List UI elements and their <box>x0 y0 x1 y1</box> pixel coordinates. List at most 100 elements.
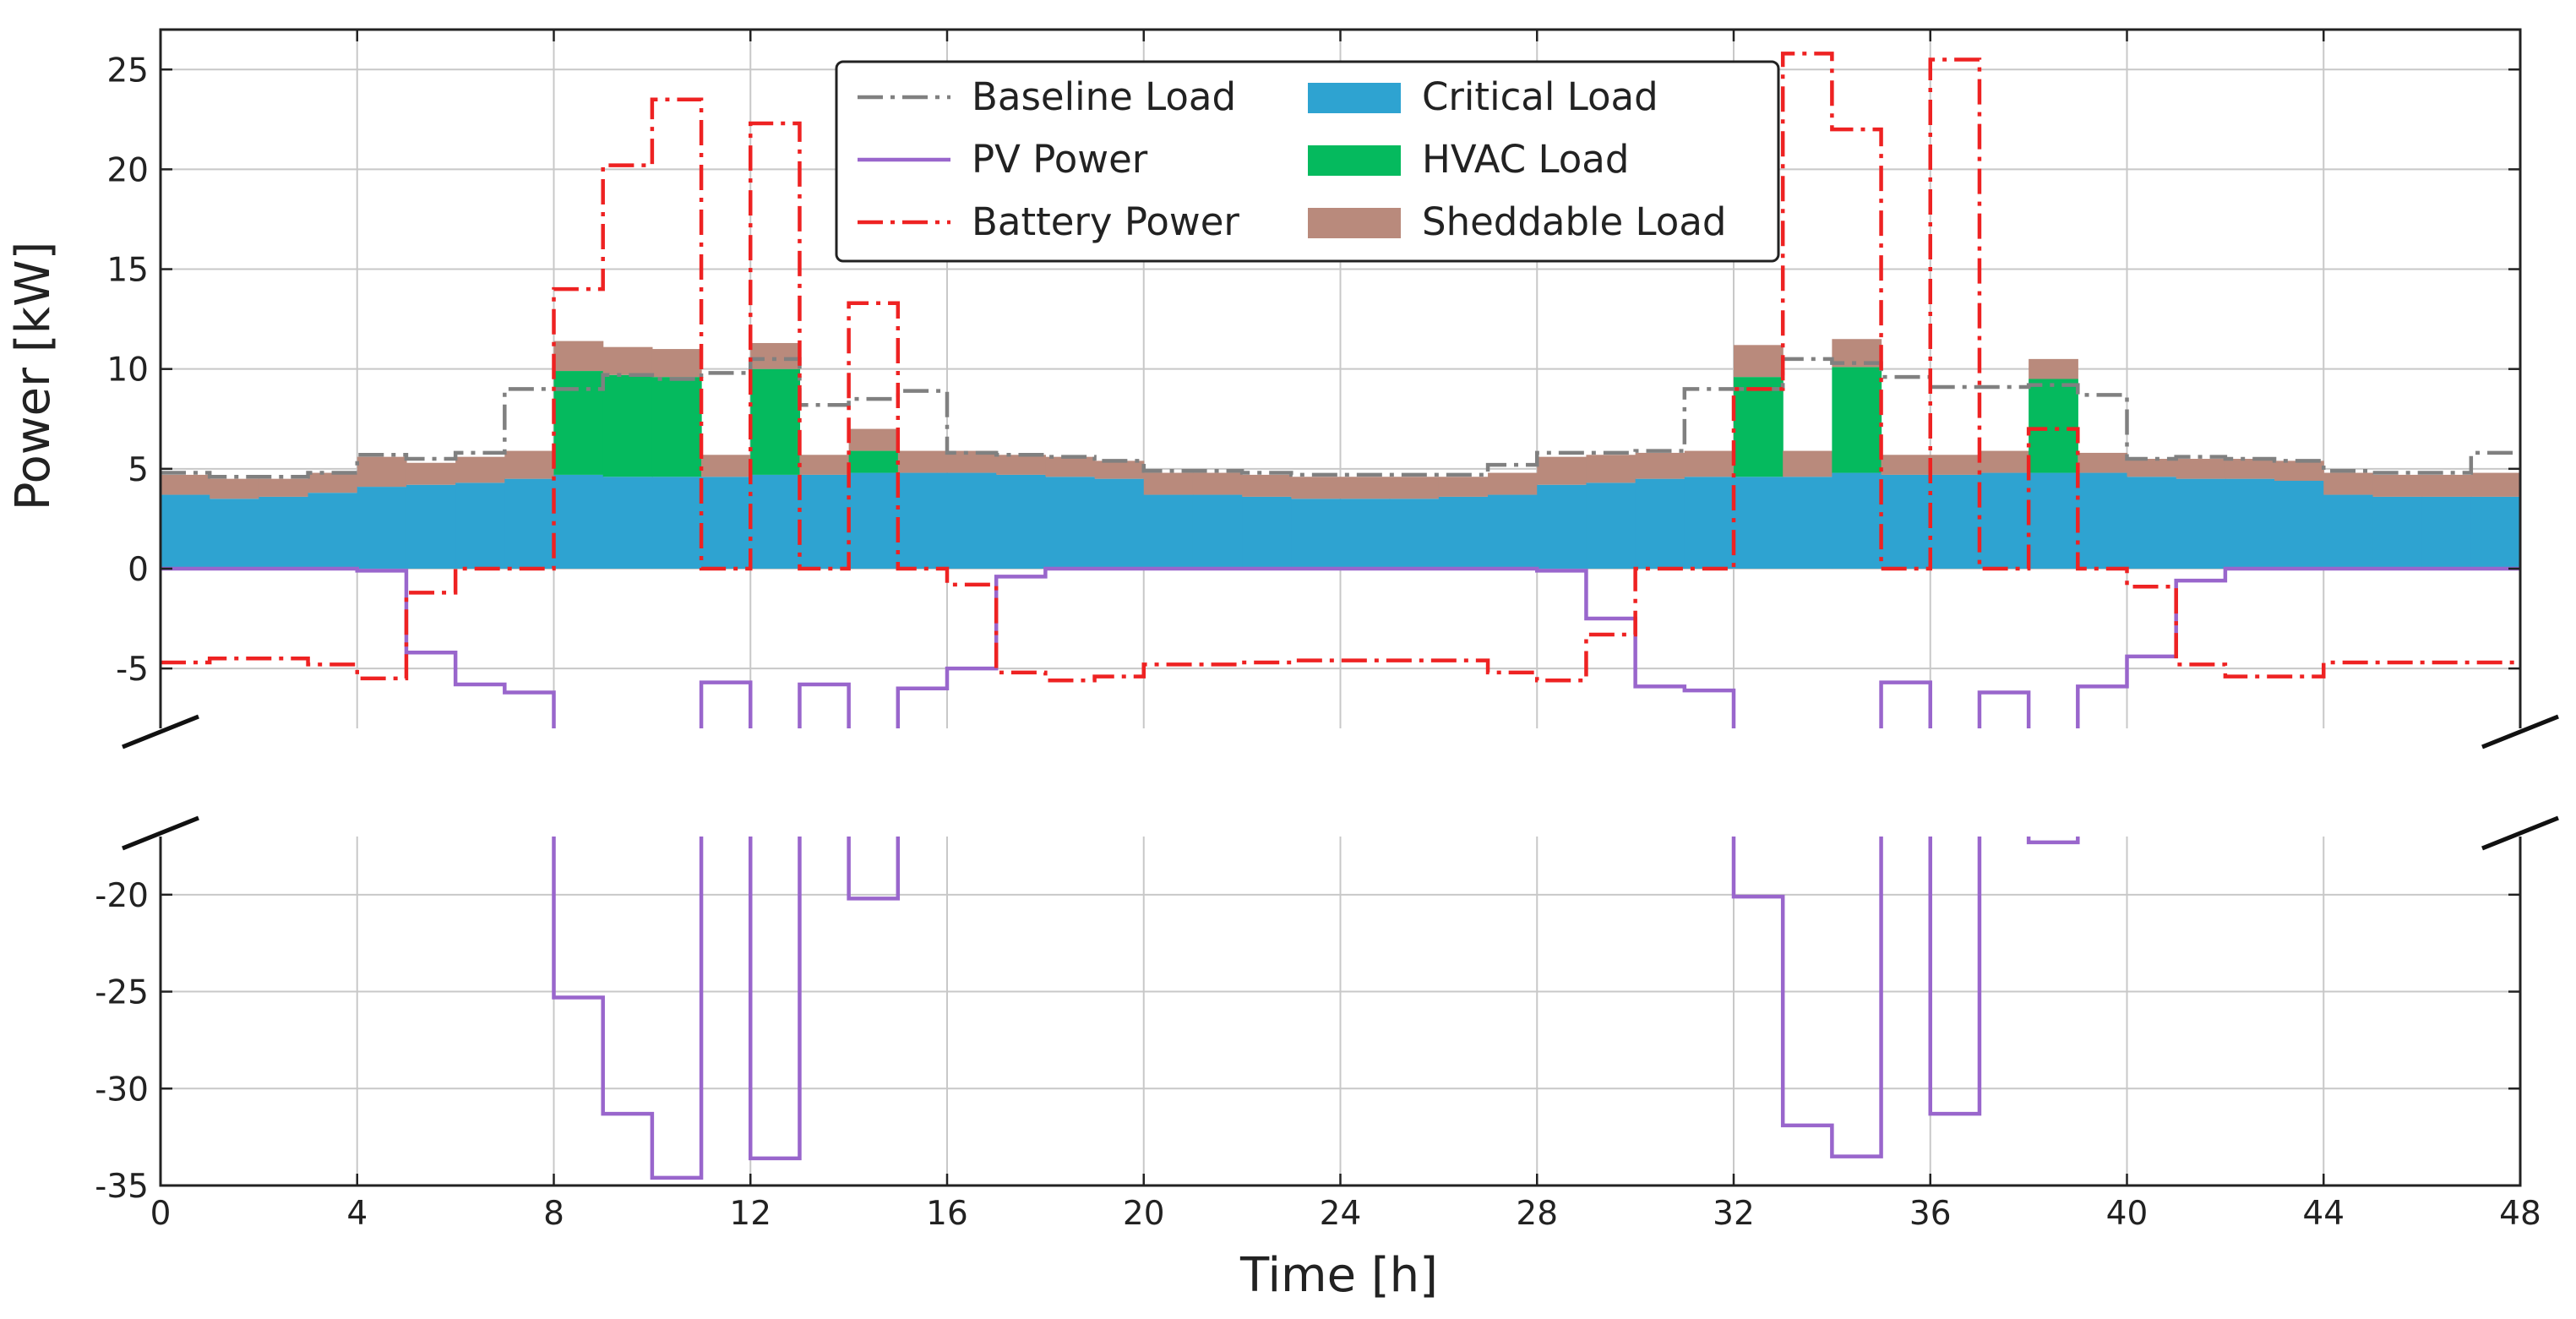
critical-load-bar <box>308 493 358 569</box>
y-tick-label-upper: 10 <box>106 352 149 390</box>
critical-load-bar <box>1045 477 1095 569</box>
legend-label-battery: Battery Power <box>972 199 1239 244</box>
sheddable-load-bar <box>1931 455 1980 475</box>
critical-load-bar <box>2274 481 2324 569</box>
x-tick-label: 32 <box>1713 1195 1755 1233</box>
hvac-load-bar <box>849 451 899 473</box>
sheddable-load-bar <box>2078 453 2127 473</box>
critical-load-bar <box>996 475 1046 569</box>
critical-load-bar <box>2471 497 2521 569</box>
sheddable-load-bar <box>161 475 210 495</box>
critical-load-bar <box>1291 499 1341 569</box>
legend-label-pv: PV Power <box>972 137 1148 182</box>
y-tick-label-upper: -5 <box>116 651 149 689</box>
sheddable-load-bar <box>2176 459 2226 479</box>
sheddable-load-bar <box>1439 477 1489 497</box>
sheddable-load-bar <box>2029 359 2078 379</box>
critical-load-bar <box>504 479 554 569</box>
y-tick-label-upper: 20 <box>106 151 149 189</box>
legend-swatch-hvac <box>1308 145 1401 176</box>
critical-load-bar <box>1931 475 1980 569</box>
hvac-load-bar <box>603 375 653 477</box>
sheddable-load-bar <box>554 341 604 371</box>
sheddable-load-bar <box>1783 451 1833 477</box>
critical-load-bar <box>898 473 948 569</box>
legend-swatch-sheddable <box>1308 208 1401 238</box>
critical-load-bar <box>1390 499 1440 569</box>
sheddable-load-bar <box>1980 451 2029 473</box>
critical-load-bar <box>210 499 259 569</box>
x-tick-label: 8 <box>543 1195 564 1233</box>
y-tick-label-upper: 0 <box>128 551 149 589</box>
critical-load-bar <box>701 477 751 569</box>
critical-load-bar <box>1832 473 1882 569</box>
critical-load-bar <box>2078 473 2127 569</box>
critical-load-bar <box>799 475 849 569</box>
x-tick-label: 44 <box>2302 1195 2345 1233</box>
critical-load-bar <box>161 495 210 569</box>
legend-label-critical: Critical Load <box>1422 74 1658 119</box>
critical-load-bar <box>357 487 407 569</box>
critical-load-bar <box>554 475 604 569</box>
legend: Baseline Load PV Power Battery Power Cri… <box>836 62 1778 261</box>
legend-label-sheddable: Sheddable Load <box>1422 199 1726 244</box>
sheddable-load-bar <box>1144 473 1194 495</box>
legend-swatch-critical <box>1308 83 1401 113</box>
critical-load-bar <box>1144 495 1194 569</box>
critical-load-bar <box>1636 479 1686 569</box>
critical-load-bar <box>1734 477 1784 569</box>
sheddable-load-bar <box>308 473 358 493</box>
sheddable-load-bar <box>799 455 849 475</box>
sheddable-load-bar <box>1636 453 1686 479</box>
critical-load-bar <box>1685 477 1735 569</box>
hvac-load-bar <box>1832 367 1882 472</box>
critical-load-bar <box>652 477 702 569</box>
legend-label-hvac: HVAC Load <box>1422 137 1629 182</box>
critical-load-bar <box>406 485 456 569</box>
critical-load-bar <box>1095 479 1145 569</box>
sheddable-load-bar <box>455 457 505 483</box>
sheddable-load-bar <box>259 479 308 497</box>
critical-load-bar <box>2422 497 2472 569</box>
sheddable-load-bar <box>1193 473 1243 495</box>
x-tick-label: 4 <box>346 1195 368 1233</box>
sheddable-load-bar <box>357 457 407 487</box>
x-tick-label: 20 <box>1123 1195 1165 1233</box>
y-tick-label-lower: -20 <box>95 877 149 915</box>
critical-load-bar <box>603 477 653 569</box>
critical-load-bar <box>947 473 997 569</box>
x-tick-label: 28 <box>1516 1195 1558 1233</box>
sheddable-load-bar <box>1734 345 1784 377</box>
sheddable-load-bar <box>603 347 653 375</box>
hvac-load-bar <box>554 371 604 475</box>
sheddable-load-bar <box>1488 473 1538 495</box>
critical-load-bar <box>750 475 800 569</box>
sheddable-load-bar <box>2422 475 2472 497</box>
y-tick-label-upper: 25 <box>106 52 149 90</box>
y-tick-label-upper: 15 <box>106 252 149 290</box>
critical-load-bar <box>1242 497 1292 569</box>
critical-load-bar <box>2029 473 2078 569</box>
sheddable-load-bar <box>898 451 948 473</box>
legend-label-baseline: Baseline Load <box>972 74 1236 119</box>
sheddable-load-bar <box>2225 459 2275 479</box>
critical-load-bar <box>455 482 505 569</box>
sheddable-load-bar <box>1242 475 1292 497</box>
critical-load-bar <box>1193 495 1243 569</box>
x-tick-label: 12 <box>729 1195 771 1233</box>
sheddable-load-bar <box>210 479 259 499</box>
critical-load-bar <box>2372 497 2422 569</box>
sheddable-load-bar <box>701 455 751 477</box>
critical-load-bar <box>2127 477 2177 569</box>
sheddable-load-bar <box>2372 475 2422 497</box>
sheddable-load-bar <box>1341 477 1391 499</box>
sheddable-load-bar <box>1537 457 1587 485</box>
hvac-load-bar <box>2029 379 2078 473</box>
critical-load-bar <box>1488 495 1538 569</box>
sheddable-load-bar <box>2323 473 2373 495</box>
x-axis-label: Time [h] <box>1239 1248 1438 1303</box>
critical-load-bar <box>2176 479 2226 569</box>
sheddable-load-bar <box>1586 455 1636 482</box>
x-tick-label: 16 <box>926 1195 968 1233</box>
sheddable-load-bar <box>1045 457 1095 477</box>
